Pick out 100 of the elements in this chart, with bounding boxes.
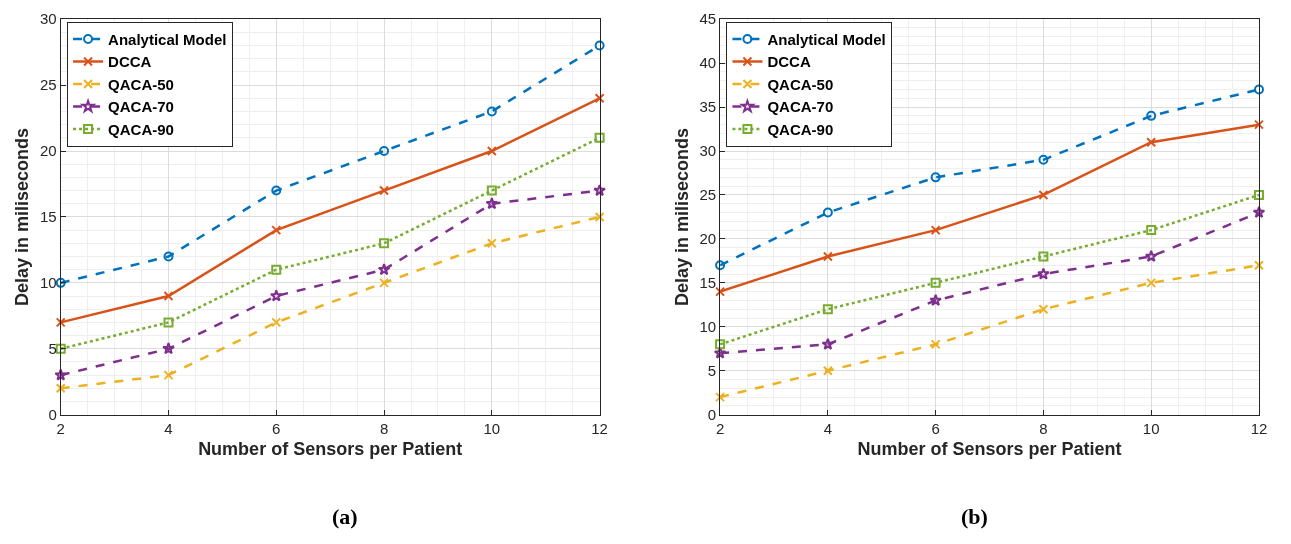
point [485, 197, 499, 210]
x-tick-label: 4 [823, 419, 833, 437]
point [271, 264, 282, 275]
point [822, 207, 833, 218]
point [55, 317, 66, 328]
legend-label: QACA-90 [108, 120, 174, 138]
point [163, 291, 174, 302]
point [162, 342, 175, 355]
y-tick-label: 10 [40, 274, 57, 292]
point [1038, 251, 1049, 262]
y-tick-label: 5 [707, 361, 717, 379]
point [1038, 189, 1049, 200]
text: (b) [961, 504, 988, 529]
point [163, 251, 174, 262]
x-axis-title: Number of Sensors per Patient [857, 438, 1122, 459]
point [271, 225, 282, 236]
y-tick-label: 20 [40, 142, 57, 160]
point [822, 365, 833, 376]
text: (a) [332, 504, 358, 529]
point [269, 289, 283, 302]
y-tick-label: 25 [40, 76, 57, 94]
legend-label: QACA-50 [108, 75, 174, 93]
point [54, 368, 68, 381]
point [715, 286, 726, 297]
legend-label: QACA-90 [767, 120, 834, 138]
legend-label: Analytical Model [108, 30, 227, 48]
legend-label: Analytical Model [767, 30, 886, 48]
point [1146, 110, 1157, 121]
point [594, 211, 605, 222]
point [1253, 119, 1264, 130]
x-tick-label: 6 [272, 419, 281, 437]
point [930, 339, 941, 350]
x-tick-label: 6 [931, 419, 940, 437]
point [822, 251, 833, 262]
y-tick-label: 30 [40, 10, 57, 28]
point [486, 238, 497, 249]
x-tick-label: 4 [164, 419, 173, 437]
legend-label: DCCA [108, 53, 152, 71]
point [1253, 189, 1264, 200]
x-tick-label: 8 [1039, 419, 1048, 437]
point [594, 132, 605, 143]
y-tick-label: 0 [707, 405, 717, 423]
point [594, 93, 605, 104]
point [1038, 304, 1049, 315]
y-tick-label: 35 [699, 98, 717, 116]
point [271, 185, 282, 196]
x-tick-label: 12 [591, 419, 608, 437]
legend-label: DCCA [767, 53, 811, 71]
point [930, 277, 941, 288]
point [929, 293, 942, 306]
y-axis-title: Delay in miliseconds [671, 127, 692, 306]
point [1037, 267, 1050, 280]
point [821, 337, 835, 350]
y-tick-label: 20 [699, 230, 717, 248]
point [713, 346, 727, 359]
x-tick-label: 10 [1142, 419, 1160, 437]
y-tick-label: 0 [48, 405, 57, 423]
point [715, 260, 726, 271]
point [715, 392, 726, 403]
point [822, 304, 833, 315]
point [1253, 260, 1264, 271]
point [379, 146, 390, 156]
legend-label: QACA-50 [767, 75, 834, 93]
x-tick-label: 12 [1250, 419, 1268, 437]
point [1144, 249, 1158, 262]
point [377, 263, 391, 276]
point [486, 146, 497, 156]
y-tick-label: 15 [699, 274, 717, 292]
point [930, 172, 941, 183]
point [486, 185, 497, 196]
point [55, 277, 66, 288]
point [1252, 205, 1266, 219]
point [930, 225, 941, 236]
y-tick-label: 25 [699, 186, 717, 204]
point [163, 317, 174, 328]
point [1146, 137, 1157, 148]
y-tick-label: 45 [699, 10, 717, 28]
x-tick-label: 8 [379, 419, 389, 437]
point [1146, 277, 1157, 288]
point [271, 317, 282, 328]
legend-label: QACA-70 [767, 98, 834, 116]
point [55, 383, 66, 394]
point [379, 277, 390, 288]
point [163, 370, 174, 381]
point [593, 183, 606, 197]
point [486, 106, 497, 117]
y-axis-title: Delay in miliseconds [12, 127, 33, 306]
x-tick-label: 10 [483, 419, 501, 437]
point [1253, 84, 1264, 95]
point [1146, 225, 1157, 236]
legend-label: QACA-70 [108, 98, 174, 116]
y-tick-label: 30 [699, 142, 717, 160]
point [1038, 154, 1049, 165]
x-tick-label: 2 [715, 419, 725, 437]
point [379, 238, 390, 249]
x-tick-label: 2 [56, 419, 65, 437]
point [379, 185, 390, 196]
x-axis-title: Number of Sensors per Patient [198, 438, 463, 459]
point [715, 339, 726, 350]
y-tick-label: 40 [699, 54, 717, 72]
